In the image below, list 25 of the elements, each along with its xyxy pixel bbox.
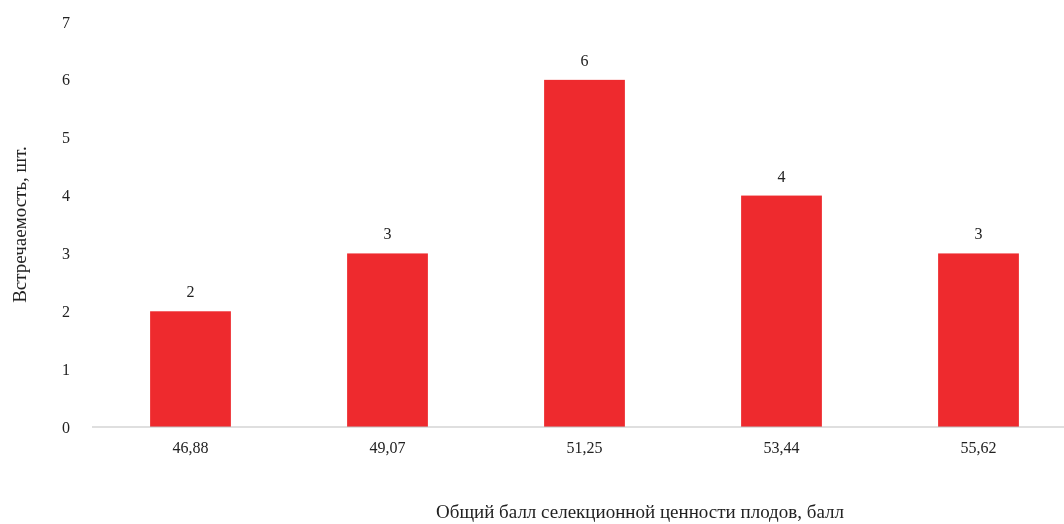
y-tick-label: 1 [62, 360, 70, 378]
x-tick-label: 55,62 [960, 439, 997, 456]
data-label: 4 [777, 167, 786, 185]
y-tick-label: 0 [62, 418, 70, 436]
x-tick-label: 46,88 [172, 439, 209, 456]
y-tick-label: 7 [62, 13, 70, 31]
bar [150, 311, 231, 427]
y-tick-label: 5 [62, 129, 70, 147]
bar [347, 253, 428, 427]
data-label: 3 [383, 225, 392, 243]
y-tick-label: 4 [62, 187, 70, 205]
bar [544, 79, 625, 427]
x-tick-label: 53,44 [763, 439, 800, 456]
x-tick-label: 51,25 [566, 439, 603, 456]
y-axis-title: Встречаемость, шт. [9, 146, 30, 303]
x-axis-title: Общий балл селекционной ценности плодов, балл [436, 501, 845, 522]
data-label: 3 [974, 225, 983, 243]
y-tick-label: 2 [62, 302, 70, 320]
x-tick-label: 49,07 [369, 439, 406, 456]
data-label: 2 [186, 283, 195, 301]
bar [741, 195, 822, 427]
y-tick-label: 6 [62, 71, 70, 89]
bar [938, 253, 1019, 427]
data-label: 6 [580, 51, 589, 69]
y-tick-label: 3 [62, 245, 70, 263]
